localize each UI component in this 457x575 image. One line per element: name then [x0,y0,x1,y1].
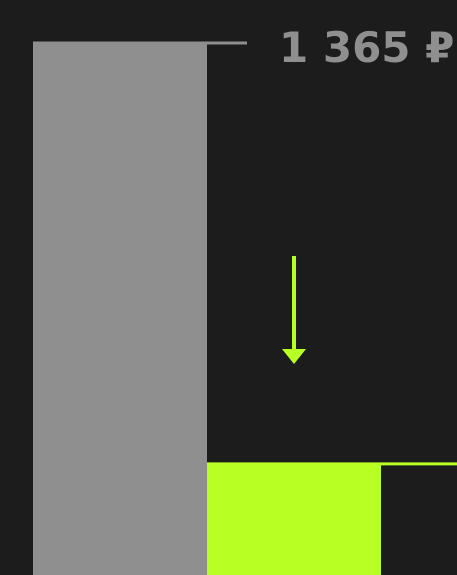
bar [33,41,207,575]
value-label: 1 365 ₽ [279,23,454,72]
bar [207,462,381,575]
down-arrow-head [282,349,306,364]
